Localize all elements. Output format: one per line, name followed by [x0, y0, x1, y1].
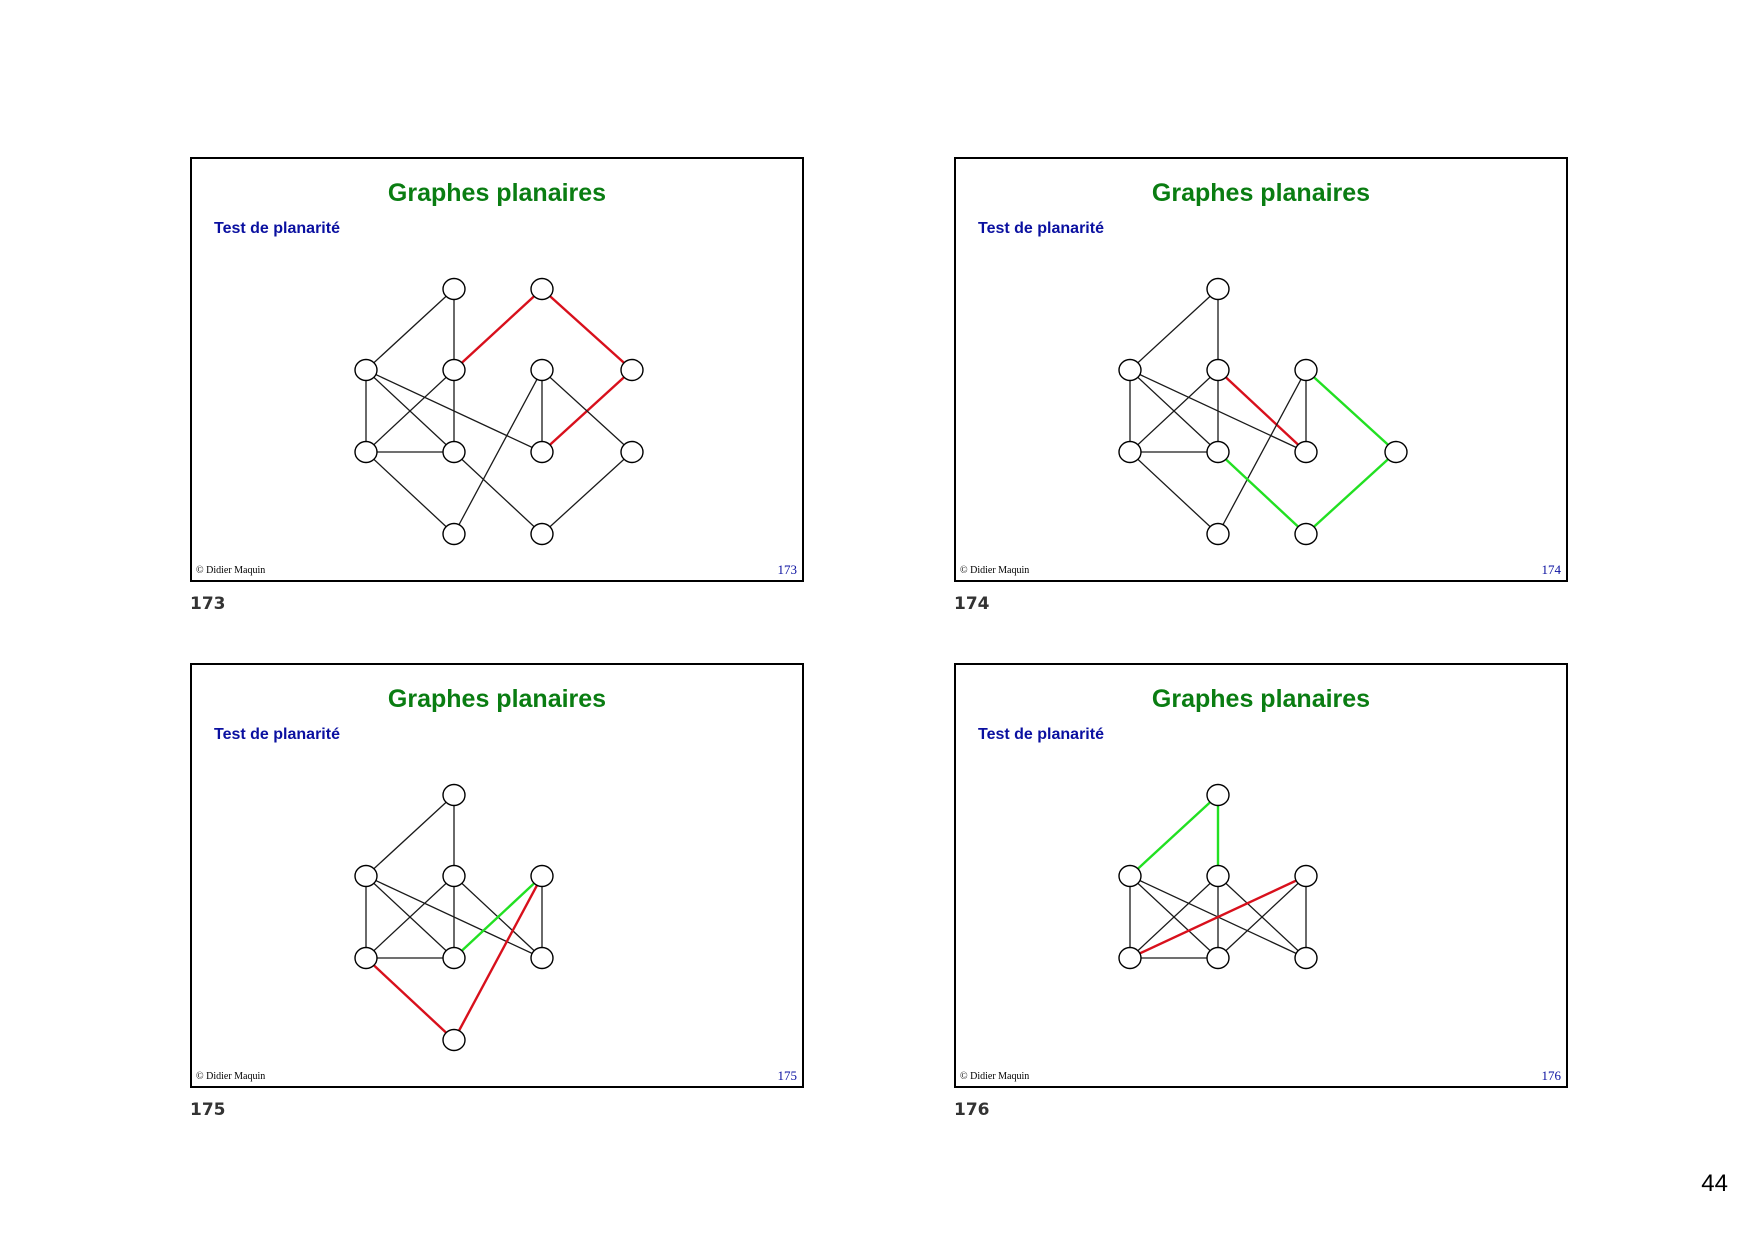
graph-edge-g-k — [365, 957, 455, 1041]
slide-number: 174 — [1541, 562, 1562, 577]
graph-edge-b-f — [541, 288, 633, 371]
slide-title: Graphes planaires — [1151, 179, 1371, 207]
page-number: 44 — [1701, 1170, 1728, 1197]
graph-edge-g-k — [1129, 451, 1219, 535]
graph-node-e — [1294, 864, 1318, 888]
slide-block-175: Graphes planaires Test de planarité © Di… — [190, 663, 804, 1120]
graph-node-e — [530, 864, 554, 888]
graph-node-h — [442, 946, 466, 970]
graph-edge-a-c — [1129, 794, 1219, 877]
graph-edge-a-c — [1129, 288, 1219, 371]
graph-node-a — [1206, 783, 1230, 807]
graph-edge-h-e — [453, 875, 543, 959]
graph-node-a — [442, 277, 466, 301]
graph-174 — [1118, 277, 1408, 546]
graph-176 — [1118, 783, 1318, 970]
graph-node-c — [354, 864, 378, 888]
graph-node-g — [1118, 946, 1142, 970]
graph-node-g — [354, 440, 378, 464]
graph-node-a — [442, 783, 466, 807]
graph-edge-e-k — [453, 369, 543, 535]
graph-node-f — [620, 358, 644, 382]
graph-edge-d-b — [453, 288, 543, 371]
graph-node-d — [442, 864, 466, 888]
slide-copyright: © Didier Maquin — [196, 1071, 266, 1082]
graph-edge-e-h — [1217, 875, 1307, 959]
graph-node-i — [530, 946, 554, 970]
graph-node-b — [530, 277, 554, 301]
graph-node-k — [442, 522, 466, 546]
graph-node-k — [1206, 522, 1230, 546]
graph-node-i — [1294, 946, 1318, 970]
slide-title: Graphes planaires — [387, 179, 607, 207]
slide-copyright: © Didier Maquin — [960, 565, 1030, 576]
graph-node-e — [530, 358, 554, 382]
slide-subtitle: Test de planarité — [214, 220, 340, 237]
graph-node-h — [1206, 946, 1230, 970]
graph-edge-f-l — [1305, 451, 1397, 535]
slide-block-173: Graphes planaires Test de planarité © Di… — [190, 157, 804, 614]
graph-node-h — [1206, 440, 1230, 464]
graph-edge-k-e — [452, 875, 544, 1041]
slide-subtitle: Test de planarité — [214, 726, 340, 743]
graph-node-h — [442, 440, 466, 464]
slide-173: Graphes planaires Test de planarité © Di… — [190, 157, 804, 582]
graph-node-l — [1294, 522, 1318, 546]
graph-edge-d-g — [365, 875, 455, 959]
slide-caption: 174 — [954, 594, 990, 614]
slide-subtitle: Test de planarité — [978, 726, 1104, 743]
graph-node-k — [442, 1028, 466, 1052]
graph-edge-d-g — [1129, 369, 1219, 453]
slide-175: Graphes planaires Test de planarité © Di… — [190, 663, 804, 1088]
graph-node-f — [1384, 440, 1408, 464]
slide-caption: 176 — [954, 1100, 990, 1120]
graph-edge-a-c — [365, 794, 455, 877]
slide-title: Graphes planaires — [1151, 685, 1371, 713]
slide-copyright: © Didier Maquin — [196, 565, 266, 576]
slide-title: Graphes planaires — [387, 685, 607, 713]
graph-node-c — [1118, 864, 1142, 888]
graph-edge-h-l — [1217, 451, 1307, 535]
slide-caption: 175 — [190, 1100, 226, 1120]
graph-173 — [354, 277, 644, 546]
graph-edge-e-j — [541, 369, 633, 453]
graph-node-l — [530, 522, 554, 546]
graph-edge-j-l — [541, 451, 633, 535]
graph-node-d — [1206, 358, 1230, 382]
slide-copyright: © Didier Maquin — [960, 1071, 1030, 1082]
graph-node-i — [1294, 440, 1318, 464]
graph-edge-e-k — [1217, 369, 1307, 535]
slide-block-176: Graphes planaires Test de planarité © Di… — [954, 663, 1568, 1120]
graph-edge-g-e — [1129, 874, 1307, 960]
graph-175 — [354, 783, 554, 1052]
graph-edge-d-g — [1129, 875, 1219, 959]
graph-edge-g-k — [365, 451, 455, 535]
slide-block-174: Graphes planaires Test de planarité © Di… — [954, 157, 1568, 614]
graph-node-d — [1206, 864, 1230, 888]
graph-edge-a-c — [365, 288, 455, 371]
slide-number: 175 — [777, 1068, 798, 1083]
graph-edge-e-f — [1305, 369, 1397, 453]
graph-node-g — [1118, 440, 1142, 464]
graph-node-a — [1206, 277, 1230, 301]
graph-node-c — [1118, 358, 1142, 382]
slide-caption: 173 — [190, 594, 226, 614]
graph-node-g — [354, 946, 378, 970]
graph-node-e — [1294, 358, 1318, 382]
slide-subtitle: Test de planarité — [978, 220, 1104, 237]
slide-174: Graphes planaires Test de planarité © Di… — [954, 157, 1568, 582]
graph-node-i — [530, 440, 554, 464]
graph-node-j — [620, 440, 644, 464]
slide-number: 176 — [1541, 1068, 1562, 1083]
graph-edge-h-l — [453, 451, 543, 535]
graph-edge-d-g — [365, 369, 455, 453]
slide-176: Graphes planaires Test de planarité © Di… — [954, 663, 1568, 1088]
graph-node-d — [442, 358, 466, 382]
graph-edge-d-i — [1217, 369, 1307, 453]
graph-node-c — [354, 358, 378, 382]
slide-number: 173 — [777, 562, 798, 577]
